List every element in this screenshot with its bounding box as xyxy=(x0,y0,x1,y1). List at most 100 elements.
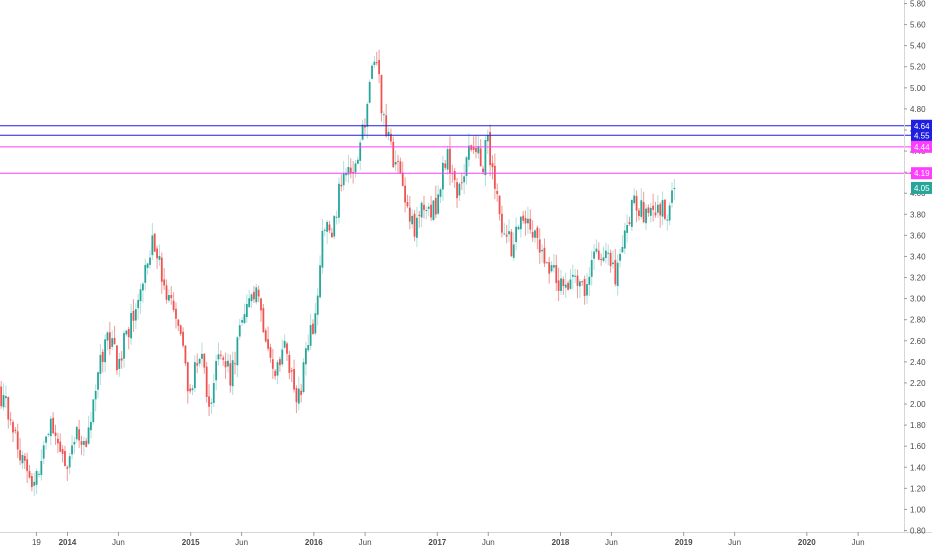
candle-body xyxy=(165,285,168,300)
candle-body xyxy=(64,451,66,467)
candle-body xyxy=(5,396,7,399)
candle-body xyxy=(501,213,503,233)
candle-body xyxy=(231,360,234,387)
candle-body xyxy=(574,275,577,277)
time-tick-label: Jun xyxy=(359,538,372,547)
candle-body xyxy=(406,202,409,207)
candle-body xyxy=(132,310,135,321)
candle-body xyxy=(453,170,456,181)
time-axis[interactable]: 19 2014 Jun 2015 Jun 2016 Jun 2017 Jun 2018 Jun 201… xyxy=(32,532,865,547)
candle-body xyxy=(578,281,581,287)
candle-body xyxy=(335,216,338,218)
price-axis[interactable]: 5.805.605.405.205.004.804.604.404.204.00… xyxy=(904,0,926,536)
candle-body xyxy=(394,161,397,165)
candle-body xyxy=(564,284,567,288)
last-price-label: 4.05 xyxy=(914,184,930,193)
horizontal-levels-layer xyxy=(0,125,911,174)
candle-body xyxy=(359,142,362,161)
candle-body xyxy=(560,278,562,291)
candle-body xyxy=(328,224,331,231)
time-tick-label: Jun xyxy=(852,538,865,547)
level-price-label: 4.64 xyxy=(914,122,930,131)
candle-body xyxy=(463,176,466,183)
candle-body xyxy=(286,343,288,354)
candle-body xyxy=(550,265,553,272)
candle-body xyxy=(638,210,640,217)
price-tick-label: 3.60 xyxy=(910,231,926,240)
candle-body xyxy=(142,283,144,291)
candle-body xyxy=(354,163,357,173)
candle-body xyxy=(229,363,232,386)
candle-body xyxy=(345,172,347,176)
candle-body xyxy=(71,445,73,455)
candle-body xyxy=(73,441,76,445)
candle-body xyxy=(193,362,196,389)
candle-body xyxy=(626,224,629,233)
candle-body xyxy=(664,199,666,219)
candle-body xyxy=(257,289,260,297)
candle-body xyxy=(437,194,440,214)
candle-body xyxy=(597,250,600,260)
candle-body xyxy=(153,233,156,252)
price-tick-label: 2.60 xyxy=(910,337,926,346)
candle-body xyxy=(399,161,402,174)
candle-body xyxy=(172,300,175,310)
candle-body xyxy=(149,257,151,265)
time-tick-label: Jun xyxy=(728,538,741,547)
price-tick-label: 3.80 xyxy=(910,210,926,219)
candle-body xyxy=(340,184,343,187)
candle-body xyxy=(420,202,423,218)
candle-body xyxy=(293,369,295,390)
candle-body xyxy=(642,202,645,223)
candle-body xyxy=(486,135,489,142)
candle-body xyxy=(586,284,588,296)
candle-body xyxy=(203,353,206,368)
candle-body xyxy=(505,234,508,237)
candle-body xyxy=(538,239,541,253)
candle-body xyxy=(668,205,671,221)
candle-body xyxy=(545,262,548,264)
candle-body xyxy=(125,330,128,335)
candle-body xyxy=(80,441,83,445)
candle-body xyxy=(134,309,137,321)
candle-body xyxy=(35,471,38,485)
candle-body xyxy=(342,173,345,186)
candle-body xyxy=(219,354,222,356)
candle-body xyxy=(397,160,399,162)
candle-body xyxy=(529,218,532,230)
candle-body xyxy=(314,313,317,334)
candle-body xyxy=(321,230,324,268)
candle-body xyxy=(477,146,480,154)
time-tick-label: Jun xyxy=(112,538,125,547)
candle-body xyxy=(576,275,579,286)
candle-body xyxy=(85,440,88,447)
candle-body xyxy=(208,396,210,407)
candle-body xyxy=(7,397,10,420)
candle-body xyxy=(56,438,59,444)
candle-body xyxy=(557,280,560,291)
candle-body xyxy=(28,471,31,478)
candle-body xyxy=(515,226,518,243)
candle-body xyxy=(59,441,62,452)
candle-body xyxy=(23,455,26,461)
level-price-label-box xyxy=(911,167,932,180)
candle-body xyxy=(90,421,92,431)
candle-body xyxy=(465,157,468,176)
price-tick-label: 1.20 xyxy=(910,484,926,493)
candle-body xyxy=(536,227,539,238)
candle-body xyxy=(12,422,14,433)
price-tick-label: 5.40 xyxy=(910,42,926,51)
candle-body xyxy=(326,221,329,232)
candle-body xyxy=(569,279,572,289)
price-tick-label: 5.00 xyxy=(910,84,926,93)
candle-body xyxy=(635,196,638,211)
candle-body xyxy=(92,399,95,423)
candle-body xyxy=(241,320,244,323)
price-tick-label: 1.60 xyxy=(910,442,926,451)
candle-body xyxy=(9,419,12,421)
candle-body xyxy=(302,362,305,392)
candle-body xyxy=(619,253,621,261)
candle-body xyxy=(614,259,617,285)
candle-body xyxy=(656,204,659,213)
